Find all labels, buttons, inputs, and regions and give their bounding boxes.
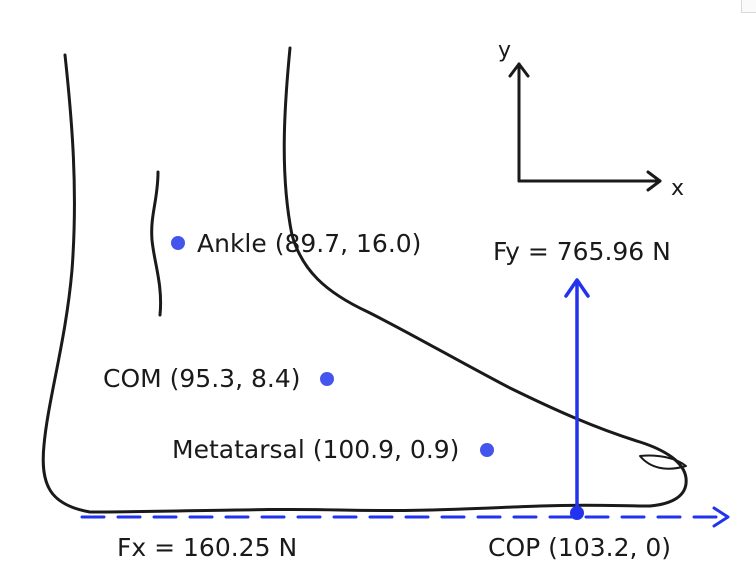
fy-arrowhead	[564, 278, 590, 298]
cop-label: COP (103.2, 0)	[488, 533, 671, 562]
fy-label: Fy = 765.96 N	[493, 237, 671, 266]
com-point	[320, 372, 334, 386]
y-axis-arrowhead	[508, 62, 530, 78]
toenail	[639, 454, 687, 470]
ankle-label: Ankle (89.7, 16.0)	[197, 229, 421, 258]
corner-widget	[741, 0, 756, 13]
fx-label: Fx = 160.25 N	[117, 533, 297, 562]
fx-arrowhead	[712, 506, 730, 528]
heel-outline	[41, 53, 92, 514]
x-axis-label: x	[671, 176, 684, 201]
x-axis-arrowhead	[646, 170, 662, 192]
metatarsal-point	[480, 443, 494, 457]
ankle-bump	[150, 170, 163, 317]
force-vectors	[80, 278, 730, 528]
coordinate-axes	[508, 62, 662, 192]
sole-outline	[88, 503, 652, 514]
metatarsal-label: Metatarsal (100.9, 0.9)	[172, 435, 459, 464]
ankle-point	[171, 236, 185, 250]
y-axis-label: y	[498, 38, 511, 63]
com-label: COM (95.3, 8.4)	[103, 364, 300, 393]
cop-point	[570, 506, 584, 520]
foot-outline	[41, 46, 688, 514]
